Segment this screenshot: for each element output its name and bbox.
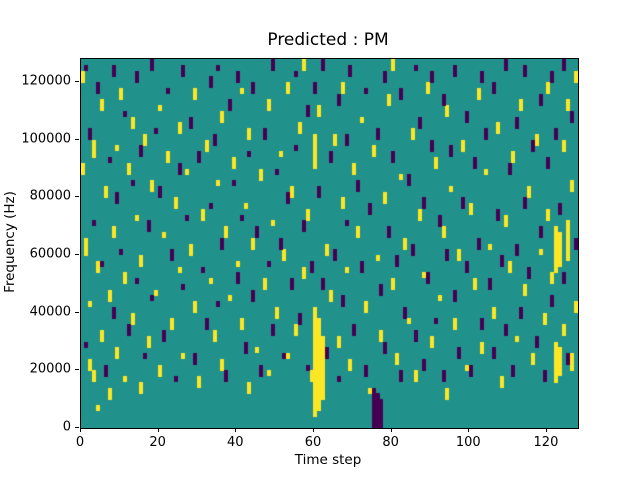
plot-area [80, 58, 579, 429]
x-tick-label: 20 [149, 435, 166, 450]
x-tick-mark [157, 428, 159, 432]
x-tick-mark [80, 428, 81, 432]
y-tick-label: 0 [62, 419, 71, 435]
y-tick-label: 120000 [21, 73, 71, 89]
y-axis-label: Frequency (Hz) [2, 191, 18, 293]
x-tick-mark [468, 428, 470, 432]
x-tick-mark [312, 428, 314, 432]
x-tick-label: 0 [75, 435, 85, 450]
x-tick-label: 120 [533, 435, 559, 450]
x-tick-mark [390, 428, 392, 432]
y-tick-mark [75, 254, 79, 256]
x-tick-mark [235, 428, 237, 432]
x-axis-label: Time step [294, 452, 362, 468]
y-tick-label: 40000 [29, 304, 71, 320]
y-tick-mark [75, 138, 79, 140]
y-tick-mark [75, 81, 79, 83]
x-tick-label: 60 [304, 435, 322, 450]
y-tick-label: 100000 [21, 131, 71, 147]
y-tick-mark [75, 369, 79, 371]
y-tick-label: 60000 [29, 246, 71, 262]
y-tick-mark [75, 311, 79, 313]
x-tick-label: 100 [455, 435, 481, 450]
x-tick-label: 80 [382, 435, 399, 450]
x-tick-mark [545, 428, 547, 432]
x-tick-label: 40 [227, 435, 244, 450]
heatmap-canvas [81, 59, 578, 428]
chart-title: Predicted : PM [267, 30, 389, 50]
y-tick-mark [75, 196, 79, 198]
y-tick-label: 80000 [29, 188, 71, 204]
y-tick-mark [75, 427, 79, 428]
y-tick-label: 20000 [29, 361, 71, 377]
